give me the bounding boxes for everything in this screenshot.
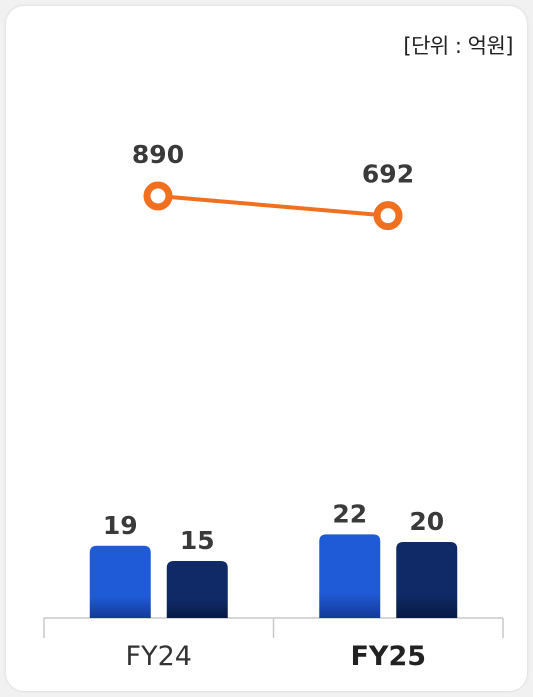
- x-tick-label: FY25: [350, 641, 426, 672]
- line-value-label: 692: [362, 160, 414, 189]
- bar-value-label: 22: [332, 499, 367, 528]
- bar: [396, 542, 458, 618]
- bar: [319, 534, 381, 618]
- line-value-label: 890: [132, 140, 184, 169]
- bar-value-label: 20: [409, 507, 444, 536]
- bar: [166, 561, 228, 618]
- bar-value-label: 19: [103, 511, 138, 540]
- unit-label: [단위 : 억원]: [403, 34, 513, 58]
- line-point: [143, 181, 173, 211]
- bar: [89, 545, 151, 618]
- bar-value-label: 15: [180, 526, 215, 555]
- line-point: [373, 201, 403, 231]
- series-line: [157, 194, 389, 218]
- x-tick-label: FY24: [126, 641, 192, 672]
